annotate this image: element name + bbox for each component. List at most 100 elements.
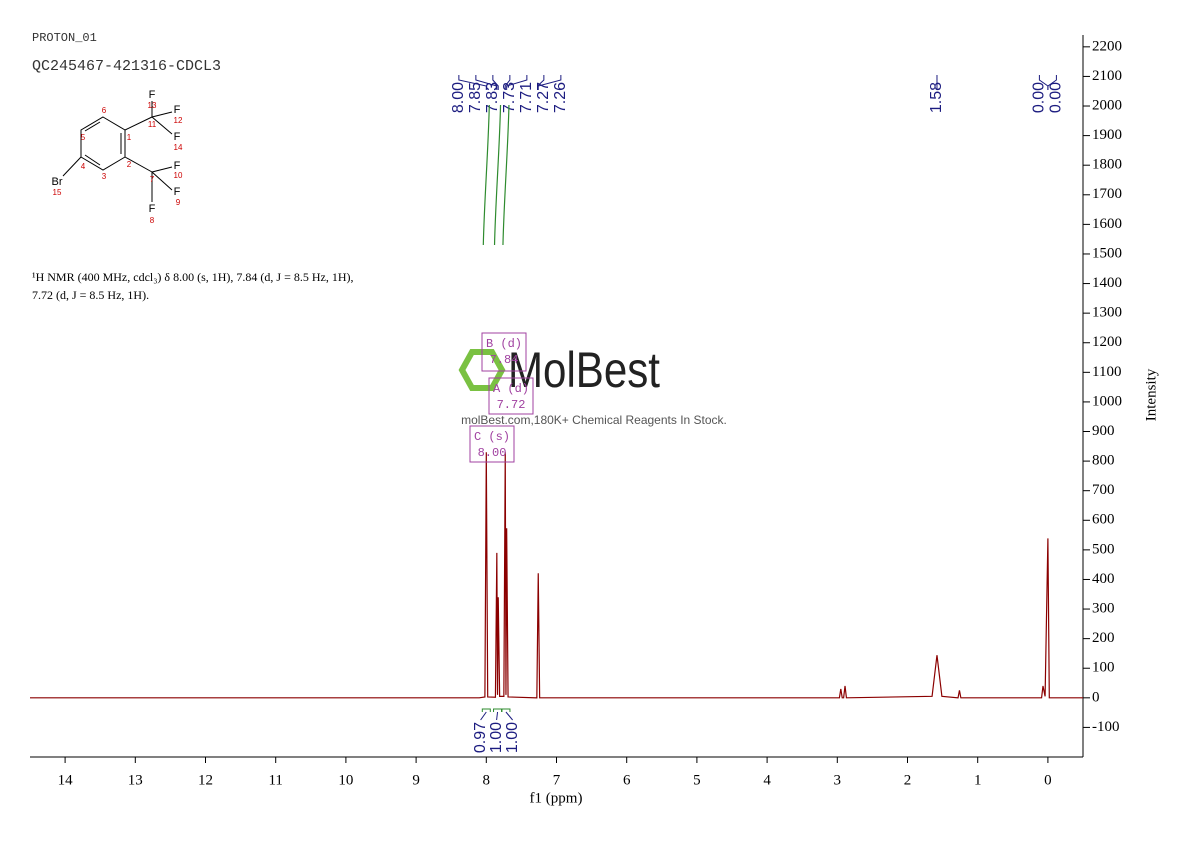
y-tick-label: 1900	[1092, 127, 1122, 143]
peak-label: 7.71	[518, 82, 535, 113]
peak-label: 1.58	[928, 82, 945, 113]
peak-label: 8.00	[450, 82, 467, 113]
x-tick-label: 6	[623, 772, 631, 788]
y-tick-label: 1600	[1092, 216, 1122, 232]
multiplet-name: B (d)	[486, 337, 522, 351]
spectrum	[30, 452, 1083, 699]
peak-connector	[475, 75, 498, 90]
peak-connector	[506, 75, 528, 90]
integral-bracket	[501, 708, 511, 712]
peak-connector	[458, 75, 487, 90]
x-tick-label: 9	[412, 772, 420, 788]
atom-number: 14	[174, 143, 183, 152]
multiplet-shift: 7.84	[490, 353, 519, 367]
bond	[84, 121, 101, 132]
integral-curve	[482, 104, 490, 246]
y-tick-label: 500	[1092, 541, 1115, 557]
peak-label: 7.27	[535, 82, 552, 113]
integral-curve	[493, 104, 502, 246]
y-tick-label: 1700	[1092, 186, 1122, 202]
bond	[151, 111, 173, 118]
tagline: molBest.com,180K+ Chemical Reagents In S…	[461, 413, 727, 427]
multiplet-box	[481, 332, 527, 372]
x-tick-label: 7	[553, 772, 561, 788]
multiplet-shift: 8.00	[478, 446, 507, 460]
atom-number: 7	[150, 175, 155, 184]
y-tick-label: 2000	[1092, 97, 1122, 113]
y-tick-label: 700	[1092, 482, 1115, 498]
bond	[151, 116, 173, 135]
integral-label: 1.00	[488, 722, 505, 753]
peak-connector	[492, 75, 499, 90]
nmr-description: 7.72 (d, J = 8.5 Hz, 1H).	[32, 288, 149, 302]
atom-number: 1	[127, 133, 132, 142]
x-tick-label: 13	[128, 772, 143, 788]
benzene-ring	[80, 116, 126, 171]
atom-number: 8	[150, 216, 155, 225]
atom-number: 15	[53, 188, 62, 197]
integral-bracket	[481, 708, 491, 712]
y-tick-label: 800	[1092, 453, 1115, 469]
multiplet-shift: 7.72	[497, 398, 526, 412]
y-tick-label: 100	[1092, 660, 1115, 676]
bond	[151, 166, 173, 173]
atom-number: 5	[81, 133, 86, 142]
atom-symbol: Br	[52, 176, 63, 188]
x-tick-label: 11	[268, 772, 282, 788]
y-tick-label: 0	[1092, 689, 1100, 705]
bond	[62, 156, 82, 177]
structure	[62, 101, 173, 202]
atom-number: 13	[148, 101, 157, 110]
y-tick-label: 1400	[1092, 275, 1122, 291]
x-tick-label: 2	[904, 772, 912, 788]
nmr-description: ¹H NMR (400 MHz, cdcl₃) δ 8.00 (s, 1H), …	[32, 270, 354, 284]
x-tick-label: 8	[483, 772, 491, 788]
x-tick-label: 4	[763, 772, 771, 788]
integral-connector	[496, 711, 499, 721]
bond	[84, 154, 101, 166]
y-tick-label: -100	[1092, 719, 1120, 735]
multiplet-box	[488, 377, 534, 415]
integral-connector	[480, 711, 487, 721]
peak-label: 0.00	[1048, 82, 1065, 113]
atom-number: 4	[81, 162, 86, 171]
x-tick-label: 5	[693, 772, 701, 788]
multiplet-box	[469, 425, 515, 463]
y-tick-label: 300	[1092, 600, 1115, 616]
y-tick-label: 1300	[1092, 305, 1122, 321]
atom-symbol: F	[174, 186, 181, 198]
y-tick-label: 400	[1092, 571, 1115, 587]
atom-symbol: F	[174, 160, 181, 172]
atom-number: 9	[176, 198, 181, 207]
integral-bracket	[493, 708, 503, 712]
y-tick-label: 900	[1092, 423, 1115, 439]
peak-connector	[537, 75, 545, 90]
atom-number: 11	[148, 120, 157, 129]
peak-connector	[504, 75, 511, 90]
atom-symbol: F	[149, 203, 156, 215]
atom-number: 10	[174, 171, 183, 180]
y-axis-label: Intensity	[1143, 368, 1159, 421]
bond	[124, 116, 153, 131]
peak-label: 7.73	[501, 82, 518, 113]
atom-number: 2	[127, 160, 132, 169]
experiment-name: PROTON_01	[32, 31, 97, 45]
bond	[151, 171, 173, 191]
y-tick-label: 1500	[1092, 245, 1122, 261]
peak-label: 7.83	[484, 82, 501, 113]
multiplet-name: C (s)	[474, 430, 510, 444]
atom-number: 12	[174, 116, 183, 125]
peak-connector	[537, 75, 562, 90]
y-tick-label: 2200	[1092, 38, 1122, 54]
x-tick-label: 12	[198, 772, 213, 788]
integral-connector	[505, 711, 513, 721]
x-tick-label: 0	[1044, 772, 1052, 788]
atom-symbol: F	[174, 131, 181, 143]
y-tick-label: 1200	[1092, 334, 1122, 350]
peak-label: 7.26	[552, 82, 569, 113]
y-tick-label: 1800	[1092, 157, 1122, 173]
x-tick-label: 14	[58, 772, 74, 788]
x-tick-label: 1	[974, 772, 982, 788]
